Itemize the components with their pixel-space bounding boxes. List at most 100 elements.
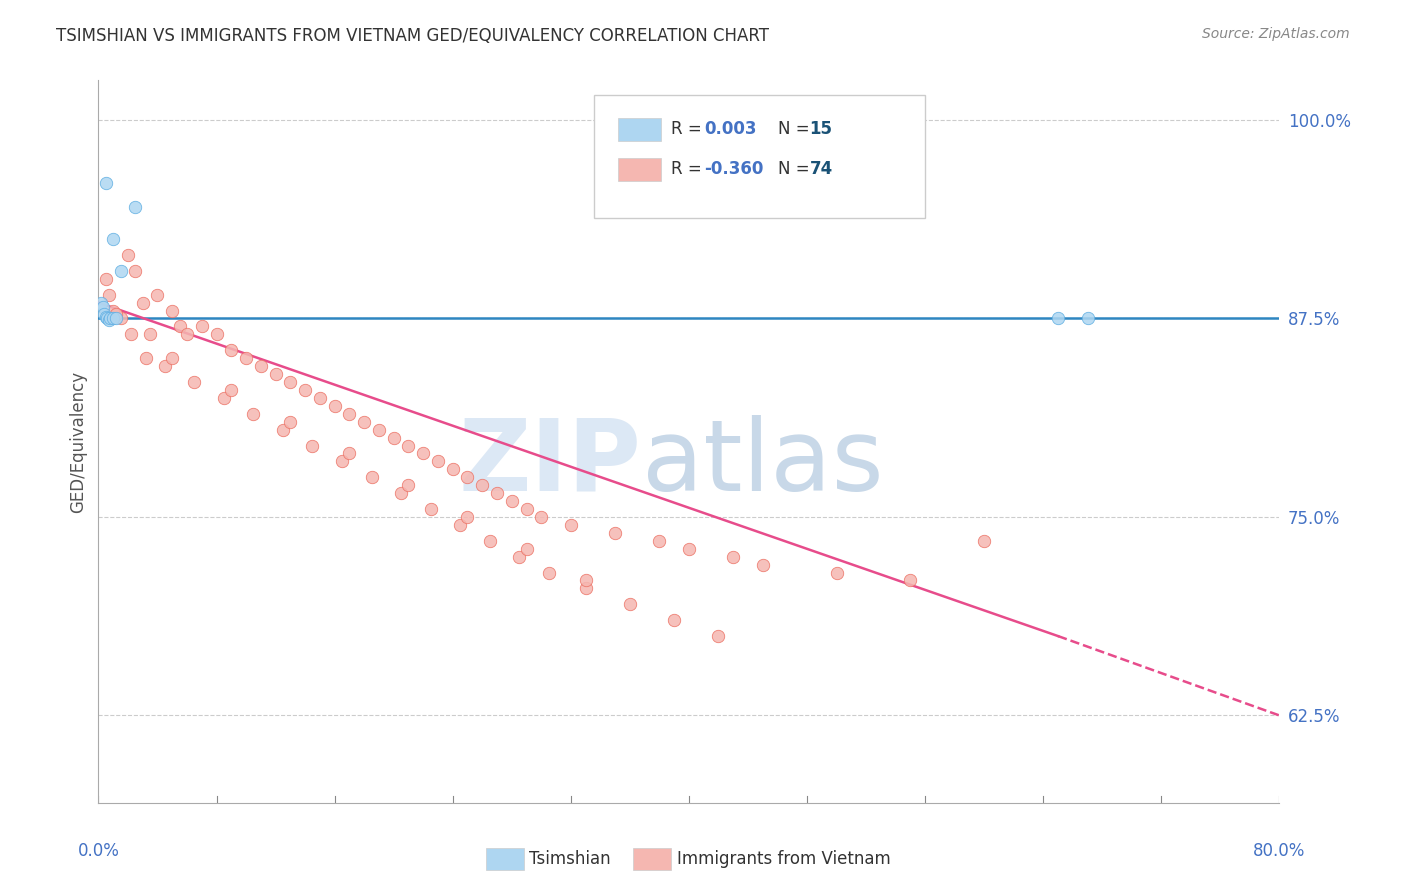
- Point: [162, 351, 183, 366]
- Point: [508, 549, 530, 564]
- Point: [169, 319, 191, 334]
- Text: -0.360: -0.360: [704, 161, 763, 178]
- Text: N =: N =: [778, 120, 814, 138]
- Point: [153, 359, 176, 373]
- FancyBboxPatch shape: [634, 848, 671, 870]
- Point: [235, 351, 257, 366]
- Point: [398, 478, 420, 492]
- Point: [457, 510, 479, 524]
- Point: [205, 327, 228, 342]
- Point: [368, 423, 391, 437]
- Point: [146, 287, 169, 301]
- Point: [478, 533, 501, 548]
- Point: [98, 311, 121, 326]
- Point: [449, 517, 471, 532]
- FancyBboxPatch shape: [619, 158, 661, 181]
- Point: [648, 533, 671, 548]
- Point: [103, 311, 125, 326]
- Point: [191, 319, 214, 334]
- Point: [212, 391, 235, 405]
- Point: [135, 351, 157, 366]
- Point: [575, 582, 598, 596]
- Point: [427, 454, 450, 468]
- Point: [264, 367, 287, 381]
- Point: [94, 310, 117, 324]
- Point: [723, 549, 745, 564]
- Point: [250, 359, 273, 373]
- Point: [441, 462, 464, 476]
- Text: atlas: atlas: [641, 415, 883, 512]
- FancyBboxPatch shape: [619, 118, 661, 141]
- Point: [117, 248, 139, 262]
- Text: 0.0%: 0.0%: [77, 843, 120, 861]
- Point: [360, 470, 382, 484]
- Point: [103, 303, 125, 318]
- Point: [176, 327, 198, 342]
- Point: [605, 525, 627, 540]
- Text: 80.0%: 80.0%: [1253, 843, 1306, 861]
- Point: [900, 574, 922, 588]
- Point: [91, 301, 114, 315]
- Point: [280, 415, 302, 429]
- Point: [457, 470, 479, 484]
- Point: [389, 486, 412, 500]
- Point: [110, 311, 132, 326]
- Point: [309, 391, 332, 405]
- Point: [678, 541, 700, 556]
- Point: [619, 597, 641, 611]
- Point: [110, 264, 132, 278]
- Text: Immigrants from Vietnam: Immigrants from Vietnam: [678, 850, 891, 868]
- Point: [96, 311, 118, 326]
- Point: [486, 486, 509, 500]
- Point: [323, 399, 346, 413]
- Y-axis label: GED/Equivalency: GED/Equivalency: [69, 370, 87, 513]
- Point: [353, 415, 375, 429]
- Point: [132, 295, 155, 310]
- Point: [1077, 311, 1099, 326]
- Point: [752, 558, 775, 572]
- Point: [530, 510, 553, 524]
- Point: [124, 200, 146, 214]
- Point: [105, 311, 128, 326]
- Point: [560, 517, 582, 532]
- Point: [1047, 311, 1070, 326]
- Point: [339, 407, 361, 421]
- Point: [280, 375, 302, 389]
- Point: [707, 629, 730, 643]
- Text: 0.003: 0.003: [704, 120, 756, 138]
- Point: [120, 327, 142, 342]
- Point: [105, 307, 128, 321]
- Point: [825, 566, 848, 580]
- Text: N =: N =: [778, 161, 814, 178]
- Text: Tsimshian: Tsimshian: [530, 850, 612, 868]
- Point: [139, 327, 162, 342]
- Point: [97, 313, 120, 327]
- FancyBboxPatch shape: [486, 848, 523, 870]
- Point: [162, 303, 183, 318]
- Point: [664, 613, 686, 627]
- Point: [382, 431, 405, 445]
- Point: [471, 478, 494, 492]
- Point: [973, 533, 995, 548]
- Point: [103, 232, 125, 246]
- Text: TSIMSHIAN VS IMMIGRANTS FROM VIETNAM GED/EQUIVALENCY CORRELATION CHART: TSIMSHIAN VS IMMIGRANTS FROM VIETNAM GED…: [56, 27, 769, 45]
- Point: [398, 438, 420, 452]
- Point: [537, 566, 560, 580]
- Point: [339, 446, 361, 460]
- Point: [419, 502, 441, 516]
- Point: [412, 446, 434, 460]
- Point: [94, 272, 117, 286]
- Point: [97, 287, 120, 301]
- Point: [271, 423, 294, 437]
- Point: [301, 438, 323, 452]
- Point: [501, 494, 523, 508]
- Point: [221, 343, 243, 358]
- Point: [294, 383, 316, 397]
- Point: [330, 454, 353, 468]
- Point: [242, 407, 264, 421]
- Point: [516, 502, 538, 516]
- Point: [183, 375, 205, 389]
- Point: [575, 574, 598, 588]
- Text: 15: 15: [810, 120, 832, 138]
- Point: [124, 264, 146, 278]
